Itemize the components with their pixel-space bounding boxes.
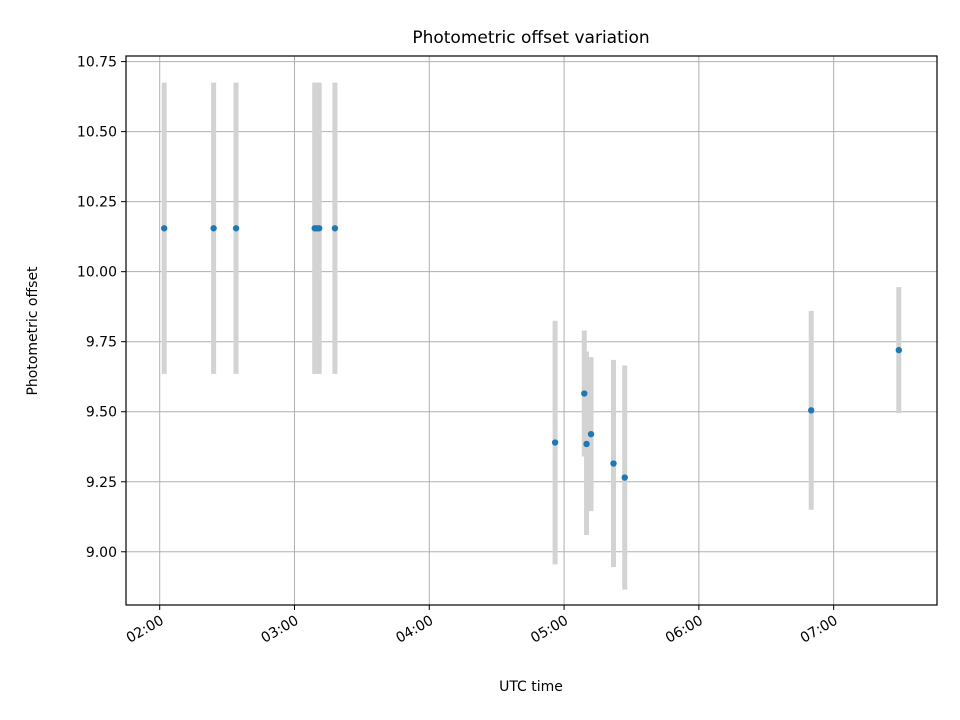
data-point (587, 430, 595, 438)
x-tick-label: 04:00 (393, 613, 436, 647)
plot-frame (125, 55, 938, 606)
data-point (581, 390, 588, 397)
x-tick-label: 02:00 (124, 613, 167, 647)
x-tick-label: 06:00 (663, 613, 706, 647)
data-point (331, 225, 339, 232)
data-point (621, 474, 628, 481)
x-tick-label: 03:00 (259, 613, 302, 647)
data-point (551, 439, 559, 446)
x-axis-ticks: 02:00 03:00 04:00 05:00 06:00 07:00 (124, 605, 841, 647)
y-tick-label: 10.50 (77, 125, 117, 141)
y-tick-label: 10.75 (77, 55, 117, 71)
data-point (895, 346, 903, 354)
x-tick-label: 05:00 (528, 613, 571, 647)
data-point (610, 460, 617, 467)
y-tick-label: 9.75 (86, 335, 117, 351)
y-tick-label: 9.50 (86, 405, 117, 421)
y-tick-label: 9.00 (86, 545, 117, 561)
x-axis-label: UTC time (499, 679, 563, 695)
y-axis-label: Photometric offset (25, 266, 41, 396)
data-point (232, 225, 240, 232)
error-bars (161, 82, 902, 590)
data-point (807, 407, 815, 414)
data-point (316, 225, 323, 232)
data-point (583, 440, 590, 448)
chart-title: Photometric offset variation (412, 28, 649, 48)
x-tick-label: 07:00 (798, 613, 841, 647)
y-tick-label: 10.00 (77, 265, 117, 281)
y-tick-label: 10.25 (77, 195, 117, 211)
grid-lines (126, 56, 937, 605)
data-point (210, 225, 217, 232)
y-tick-label: 9.25 (86, 475, 117, 491)
data-points (160, 225, 903, 481)
data-point (160, 225, 168, 232)
y-axis-ticks: 9.00 9.25 9.50 9.75 10.00 10.25 10.50 10.75 (77, 55, 126, 561)
